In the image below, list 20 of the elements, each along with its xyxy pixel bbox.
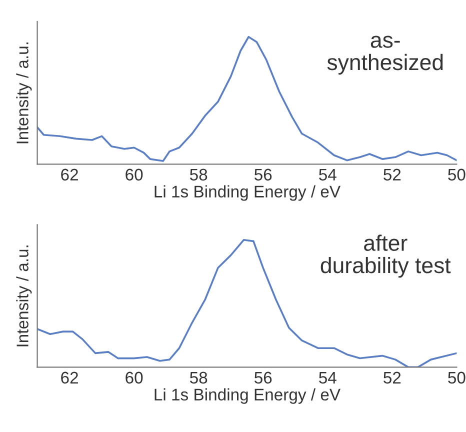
x-tick-label: 62	[61, 168, 78, 181]
annotation: after durability test	[320, 234, 451, 278]
x-tick-label: 50	[448, 168, 466, 181]
x-tick-label: 56	[254, 372, 272, 384]
x-axis-title: Li 1s Binding Energy / eV	[154, 185, 340, 201]
y-axis-title: Intensity / a.u.	[16, 246, 32, 346]
x-tick-label: 54	[319, 372, 336, 384]
x-tick-label: 60	[126, 372, 143, 384]
y-axis-title: Intensity / a.u.	[16, 42, 32, 144]
x-tick-label: 60	[126, 168, 143, 181]
x-tick-label: 58	[190, 168, 208, 181]
x-tick-label: 52	[384, 372, 401, 384]
x-tick-label: 50	[448, 372, 466, 384]
x-tick-label: 62	[61, 372, 78, 384]
x-tick-label: 56	[254, 168, 272, 181]
x-tick-label: 58	[190, 372, 208, 384]
x-tick-label: 54	[319, 168, 336, 181]
x-tick-label: 52	[384, 168, 401, 181]
x-axis-title: Li 1s Binding Energy / eV	[154, 388, 340, 404]
annotation: as- synthesized	[327, 36, 443, 75]
